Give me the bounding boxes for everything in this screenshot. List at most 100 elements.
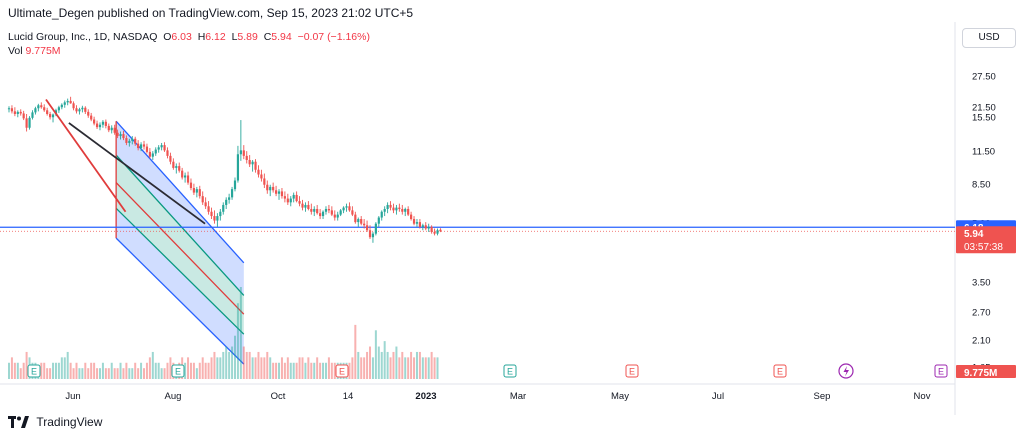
- candle-body: [163, 145, 166, 151]
- volume-bar: [69, 362, 72, 379]
- volume-bar: [128, 368, 131, 379]
- candle-body: [313, 208, 316, 212]
- candle-body: [427, 226, 430, 229]
- candle-body: [310, 208, 313, 212]
- candle-body: [245, 155, 248, 161]
- currency-button[interactable]: USD: [962, 28, 1016, 48]
- candle-body: [113, 127, 116, 133]
- candle-body: [148, 151, 151, 157]
- tradingview-logo-icon: [8, 415, 29, 428]
- volume-bar: [407, 357, 410, 379]
- candle-body: [257, 169, 260, 175]
- candle-body: [139, 144, 143, 149]
- volume-bar: [371, 357, 374, 379]
- volume-bar: [266, 351, 269, 379]
- volume-bar: [169, 357, 172, 379]
- candle-body: [354, 214, 357, 223]
- volume-bar: [231, 346, 234, 379]
- candle-body: [131, 138, 134, 141]
- candle-body: [292, 194, 295, 199]
- volume-label: Vol: [8, 45, 23, 57]
- candle-body: [107, 125, 110, 131]
- channel-lower-band: [116, 208, 244, 365]
- volume-bar: [257, 351, 260, 379]
- volume-bar: [248, 351, 251, 379]
- candle-body: [351, 210, 354, 215]
- candle-body: [298, 201, 301, 204]
- candle-body: [407, 208, 410, 215]
- candle-body: [46, 110, 49, 114]
- volume-bar: [327, 357, 330, 379]
- volume-bar: [222, 351, 225, 379]
- candle-body: [307, 204, 310, 209]
- candle-body: [198, 189, 201, 197]
- candle-body: [43, 107, 46, 111]
- volume-bar: [8, 362, 10, 379]
- candle-body: [345, 206, 348, 208]
- candle-body: [363, 223, 366, 226]
- volume-bar: [377, 346, 380, 379]
- future-earnings-marker-label: E: [938, 367, 944, 377]
- symbol-title[interactable]: Lucid Group, Inc., 1D, NASDAQ: [8, 31, 158, 43]
- candle-body: [195, 189, 198, 193]
- volume-price-label-bg: [956, 365, 1016, 378]
- time-axis-tick: Nov: [914, 391, 931, 402]
- time-axis-tick: 2023: [415, 391, 436, 402]
- candle-body: [40, 105, 43, 108]
- price-axis-tick: 11.50: [972, 147, 995, 158]
- volume-bar: [40, 362, 43, 379]
- volume-bar: [436, 357, 439, 379]
- candle-body: [116, 132, 119, 137]
- volume-bar: [101, 362, 104, 379]
- red-trendline: [45, 99, 127, 213]
- footer-brand[interactable]: TradingView: [8, 414, 102, 434]
- candle-body: [377, 217, 380, 224]
- candle-body: [178, 166, 181, 171]
- candle-body: [339, 210, 342, 215]
- earnings-marker-label: E: [339, 367, 345, 377]
- candle-body: [319, 213, 322, 217]
- volume-bar: [245, 351, 248, 379]
- candle-body: [371, 233, 375, 238]
- volume-bar: [110, 362, 113, 379]
- volume-bar: [46, 368, 49, 379]
- candle-body: [251, 161, 254, 165]
- chart-legend: Lucid Group, Inc., 1D, NASDAQ O6.03 H6.1…: [8, 30, 370, 58]
- candle-body: [134, 138, 137, 144]
- volume-bar: [295, 362, 298, 379]
- candle-body: [230, 189, 234, 198]
- volume-bar: [424, 357, 427, 379]
- volume-bar: [151, 351, 154, 379]
- earnings-marker: [773, 364, 787, 378]
- volume-bar: [43, 362, 46, 379]
- time-axis-tick: Aug: [165, 391, 182, 402]
- volume-bar: [52, 362, 55, 379]
- volume-bar: [392, 351, 395, 379]
- channel-mid-line: [115, 182, 245, 315]
- candle-body: [219, 211, 222, 217]
- price-axis-tick: 2.10: [972, 336, 991, 347]
- legend-row-ohlc: Lucid Group, Inc., 1D, NASDAQ O6.03 H6.1…: [8, 30, 370, 44]
- candle-body: [386, 204, 389, 209]
- candle-body: [436, 230, 439, 234]
- last-price-label-bg: [956, 226, 1016, 254]
- price-chart[interactable]: 27.5021.5015.5011.508.505.003.502.702.10…: [0, 22, 1024, 415]
- future-earnings-marker: [934, 364, 948, 378]
- volume-bar: [269, 357, 272, 379]
- time-axis-tick: Mar: [510, 391, 526, 402]
- flash-icon-glyph: [843, 366, 849, 377]
- volume-bar: [145, 362, 148, 379]
- volume-bar: [348, 362, 351, 379]
- volume-bar: [154, 362, 157, 379]
- volume-bar: [380, 351, 383, 379]
- candle-body: [324, 208, 328, 212]
- volume-bar: [316, 357, 319, 379]
- candle-body: [101, 121, 105, 125]
- volume-bar: [330, 362, 333, 379]
- price-axis-tick: 15.50: [972, 113, 996, 124]
- volume-price-label: 9.775M: [964, 368, 997, 379]
- candle-body: [10, 108, 14, 112]
- volume-bar: [386, 351, 389, 379]
- earnings-marker-label: E: [175, 367, 181, 377]
- volume-bar: [192, 362, 195, 379]
